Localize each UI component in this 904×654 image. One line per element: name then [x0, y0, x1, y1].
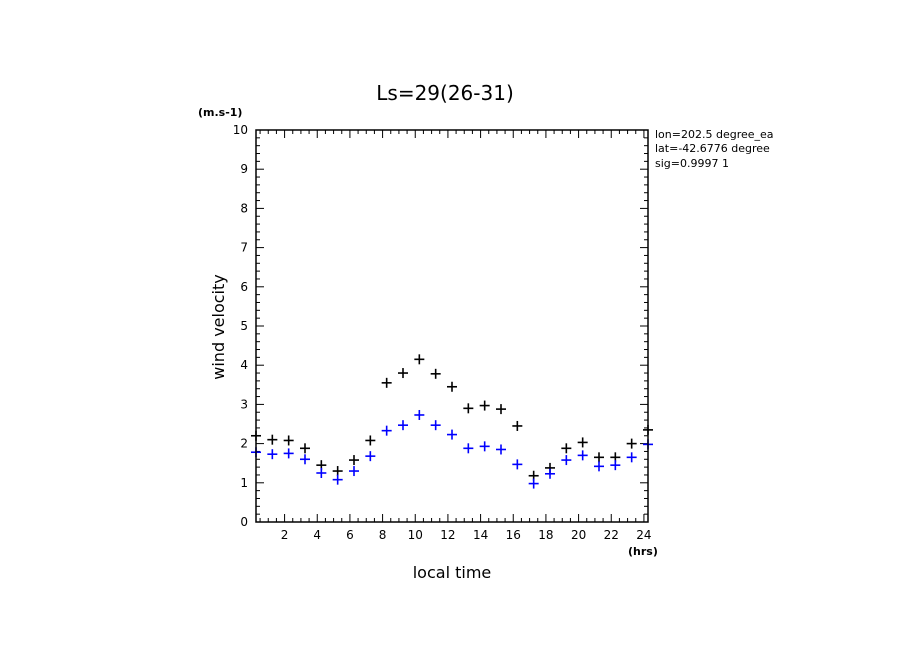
y-tick-label: 9: [240, 162, 248, 176]
x-tick-label: 24: [636, 528, 651, 542]
data-point: [479, 441, 490, 452]
x-tick-label: 4: [313, 528, 321, 542]
data-point: [414, 409, 425, 420]
data-point: [496, 404, 506, 415]
y-unit-label: (m.s-1): [198, 106, 242, 119]
info-lat: lat=-42.6776 degree: [655, 142, 770, 155]
data-point: [349, 466, 359, 477]
data-point: [300, 443, 310, 454]
x-tick-label: 22: [604, 528, 619, 542]
x-tick-label: 18: [538, 528, 553, 542]
data-point: [267, 434, 278, 445]
data-point: [349, 455, 359, 466]
x-tick-label: 8: [379, 528, 387, 542]
data-point: [381, 425, 392, 436]
data-point: [398, 368, 408, 379]
x-tick-label: 14: [473, 528, 488, 542]
y-tick-label: 8: [240, 201, 248, 215]
y-tick-label: 7: [240, 241, 248, 255]
data-point: [512, 459, 523, 470]
x-tick-label: 20: [571, 528, 586, 542]
y-tick-label: 0: [240, 515, 248, 529]
data-point: [365, 451, 376, 462]
data-point: [381, 377, 392, 388]
y-tick-label: 1: [240, 476, 248, 490]
data-point: [577, 437, 588, 448]
data-point: [626, 438, 637, 449]
data-point: [267, 449, 278, 460]
data-point: [332, 474, 343, 485]
x-tick-label: 6: [346, 528, 354, 542]
plot-frame: [255, 129, 649, 523]
data-point: [365, 435, 376, 446]
y-tick-label: 3: [240, 397, 248, 411]
data-point: [447, 381, 457, 392]
data-point: [594, 452, 604, 463]
data-point: [430, 420, 441, 431]
x-tick-label: 10: [408, 528, 423, 542]
y-tick-label: 4: [240, 358, 248, 372]
data-point: [561, 443, 572, 454]
x-axis-label: local time: [413, 563, 492, 582]
x-tick-label: 2: [281, 528, 289, 542]
data-point: [398, 420, 408, 431]
y-tick-label: 2: [240, 437, 248, 451]
data-point: [496, 444, 506, 455]
data-point: [528, 478, 539, 489]
data-point: [610, 460, 621, 471]
data-point: [316, 468, 327, 478]
y-tick-label: 10: [233, 123, 248, 137]
y-axis-label: wind velocity: [209, 274, 228, 379]
info-sig: sig=0.9997 1: [655, 157, 729, 170]
data-point: [463, 403, 474, 414]
data-point: [463, 443, 474, 454]
data-point: [512, 420, 523, 431]
data-point: [332, 466, 343, 477]
info-lon: lon=202.5 degree_ea: [655, 128, 774, 141]
data-point: [430, 368, 441, 379]
data-point: [447, 429, 457, 440]
x-tick-label: 12: [440, 528, 455, 542]
x-unit-label: (hrs): [628, 545, 658, 558]
data-point: [577, 450, 588, 461]
y-tick-label: 6: [240, 280, 248, 294]
y-tick-label: 5: [240, 319, 248, 333]
data-point: [414, 354, 425, 365]
chart-title: Ls=29(26-31): [376, 81, 514, 105]
data-point: [479, 400, 490, 411]
data-point: [283, 435, 294, 446]
data-point: [594, 461, 604, 472]
data-point: [300, 454, 310, 465]
data-point: [626, 452, 637, 463]
data-point: [561, 455, 572, 466]
x-tick-label: 16: [506, 528, 521, 542]
data-point: [283, 448, 294, 459]
data-point: [545, 468, 555, 479]
